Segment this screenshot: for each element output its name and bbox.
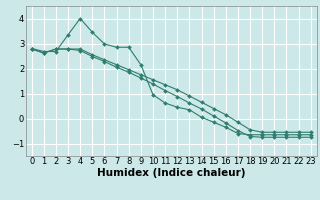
X-axis label: Humidex (Indice chaleur): Humidex (Indice chaleur)	[97, 168, 245, 178]
